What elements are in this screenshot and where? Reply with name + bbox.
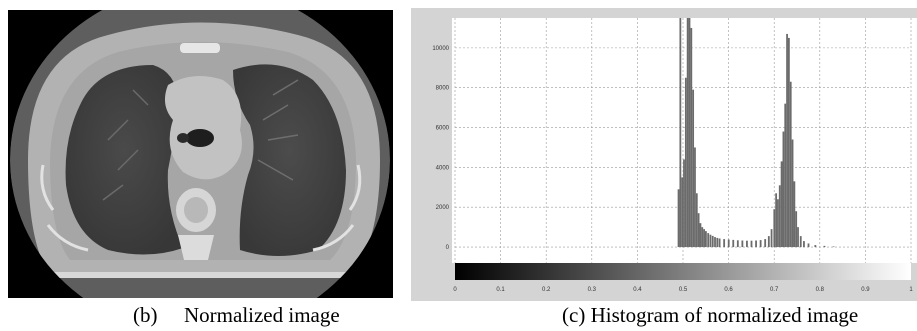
histogram-bar	[699, 223, 702, 248]
histogram-bar	[807, 243, 810, 248]
histogram-bar	[746, 240, 748, 248]
x-tick-label: 0.7	[770, 287, 779, 293]
normalized-ct-image	[8, 10, 393, 298]
histogram-bar	[750, 240, 753, 248]
histogram-bar	[677, 189, 680, 248]
histogram-bar	[679, 18, 682, 248]
x-tick-label: 0.3	[588, 287, 597, 293]
histogram-bar	[714, 237, 716, 248]
y-tick-label: 8000	[436, 86, 450, 92]
histogram-panel: 0 2000 4000 6000 8000 10000 0 0.1 0.2 0.3 0.4 0.5 0…	[411, 8, 917, 301]
histogram-bar	[727, 239, 730, 248]
caption-b-text: Normalized image	[184, 303, 340, 327]
caption-c-label: (c)	[562, 303, 586, 327]
histogram-bar	[777, 199, 779, 248]
histogram-bar	[688, 18, 691, 248]
histogram-bar	[690, 27, 693, 248]
grayscale-colorbar	[455, 263, 911, 280]
histogram-bar	[764, 239, 767, 248]
histogram-bar	[723, 239, 726, 248]
histogram-bar	[787, 37, 790, 248]
histogram-bar	[686, 18, 689, 248]
x-tick-label: 0.6	[724, 287, 733, 293]
y-tick-label: 10000	[432, 46, 449, 52]
histogram-bar	[793, 181, 796, 248]
histogram-bar	[703, 229, 705, 248]
histogram-bar	[701, 227, 704, 248]
histogram-bar	[823, 245, 826, 248]
histogram-bar	[773, 209, 776, 248]
histogram-bar	[782, 131, 785, 248]
y-tick-label: 2000	[436, 205, 450, 211]
caption-b: (b) Normalized image	[133, 303, 340, 328]
histogram-bar	[681, 177, 684, 248]
histogram-bar	[799, 236, 802, 248]
histogram-bar	[770, 229, 773, 248]
histogram-bar	[705, 231, 707, 248]
histogram-bar	[736, 240, 739, 248]
y-tick-label: 4000	[436, 165, 450, 171]
histogram-bar	[711, 235, 714, 248]
x-tick-label: 0.2	[542, 287, 551, 293]
histogram-bar	[767, 236, 770, 248]
histogram-bar	[683, 159, 685, 248]
histogram-bar	[684, 77, 687, 248]
histogram-bar	[778, 185, 781, 248]
histogram-bar	[716, 237, 719, 248]
histogram-bar	[791, 139, 794, 248]
histogram-bar	[741, 240, 744, 248]
histogram-bar	[795, 211, 798, 248]
histogram-bar	[759, 240, 762, 248]
histogram-bar	[780, 161, 783, 248]
histogram-bar	[803, 241, 805, 248]
histogram-bar	[775, 193, 778, 248]
x-tick-label: 0.8	[816, 287, 825, 293]
histogram-bar	[814, 245, 817, 248]
caption-c: (c) Histogram of normalized image	[562, 303, 858, 328]
x-tick-label: 0.1	[496, 287, 505, 293]
histogram-bar	[697, 213, 700, 248]
histogram-bar	[718, 238, 721, 248]
x-tick-label: 0.5	[679, 287, 688, 293]
histogram-bar	[707, 233, 710, 248]
x-tick-label: 0.4	[633, 287, 642, 293]
histogram-bar	[695, 193, 698, 248]
caption-b-label: (b)	[133, 303, 158, 327]
histogram-bar	[709, 234, 712, 248]
ct-image-svg	[8, 10, 393, 298]
x-tick-label: 0	[453, 287, 457, 293]
y-tick-label: 6000	[436, 126, 450, 132]
histogram-bar	[786, 33, 788, 248]
histogram-chart: 0 2000 4000 6000 8000 10000 0 0.1 0.2 0.3 0.4 0.5 0…	[411, 8, 917, 301]
histogram-bar	[692, 89, 695, 248]
histogram-bar	[789, 81, 792, 248]
histogram-bar	[784, 103, 787, 248]
caption-c-text: Histogram of normalized image	[590, 303, 859, 327]
histogram-bar	[694, 147, 696, 248]
histogram-bar	[797, 227, 799, 248]
x-tick-label: 1	[909, 287, 913, 293]
histogram-bar	[732, 239, 735, 248]
x-tick-label: 0.9	[861, 287, 870, 293]
histogram-bar	[755, 240, 757, 248]
histogram-bar	[832, 246, 835, 248]
y-tick-label: 0	[446, 245, 450, 251]
